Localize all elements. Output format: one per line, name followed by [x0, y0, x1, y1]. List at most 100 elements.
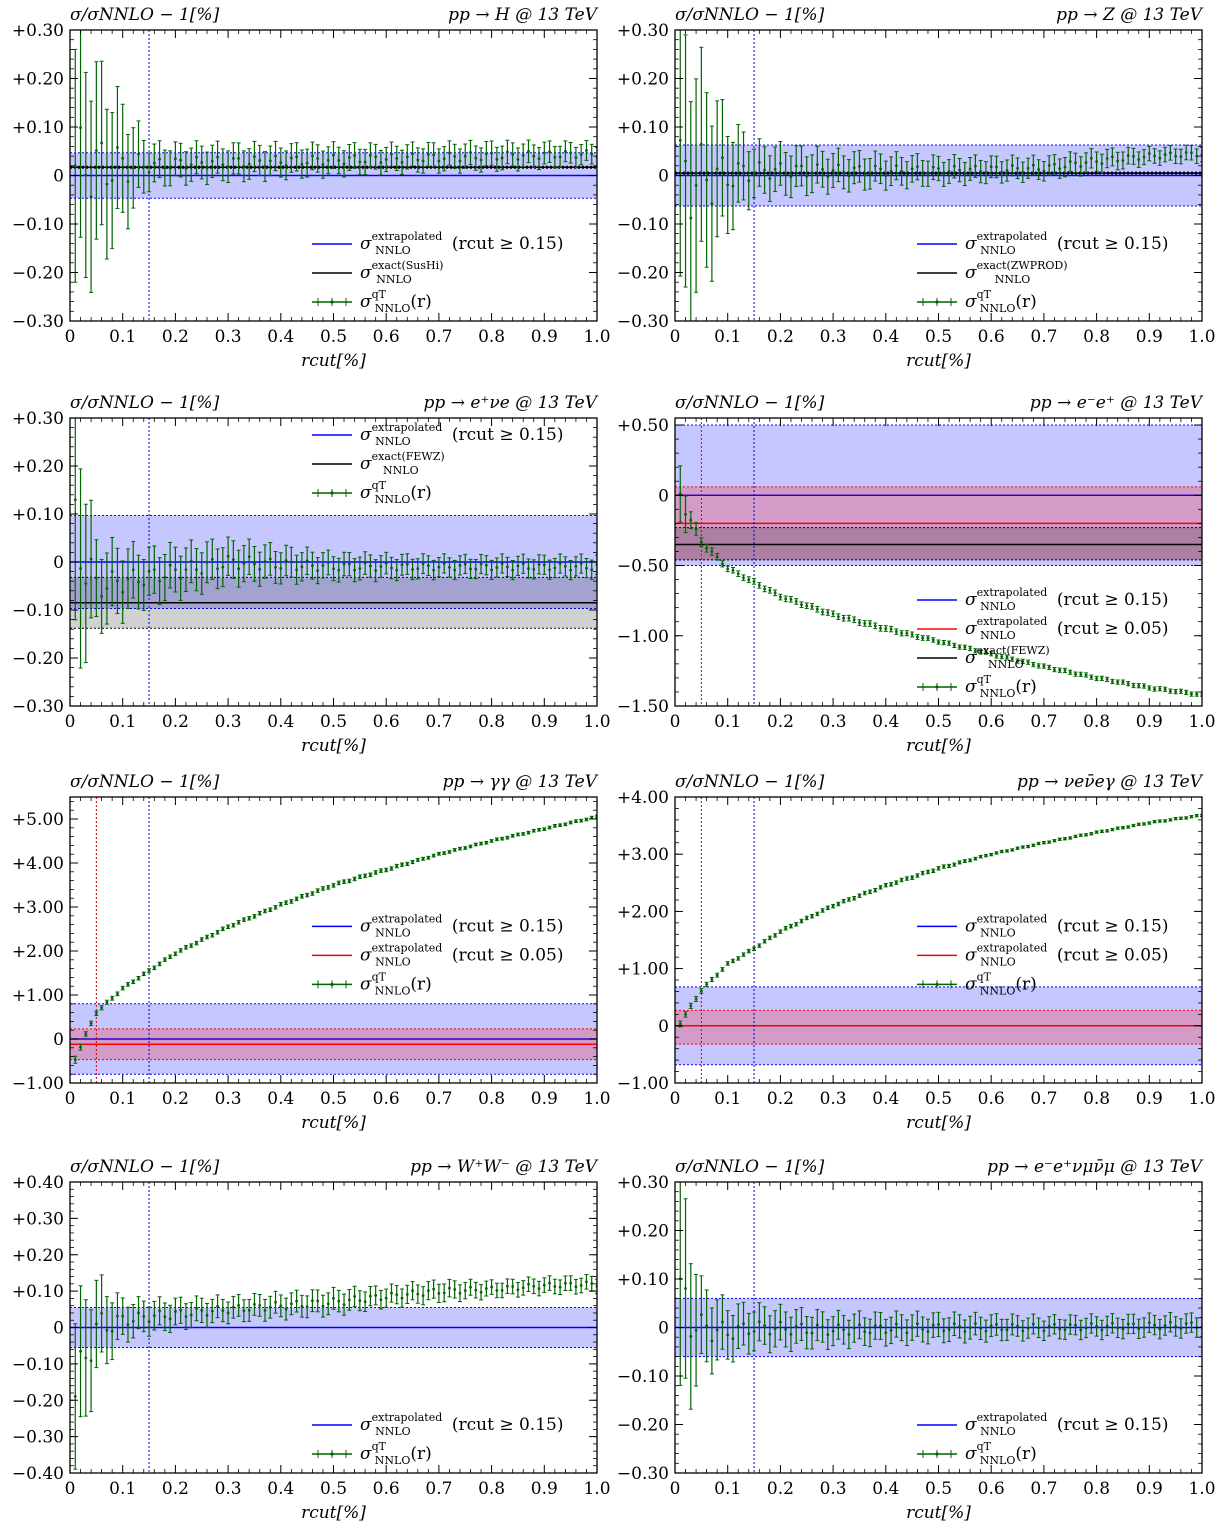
qt-point — [1137, 684, 1141, 688]
qt-point — [889, 882, 893, 886]
qt-point — [379, 1298, 383, 1302]
qt-point — [585, 149, 588, 152]
qt-point — [426, 856, 430, 860]
qt-point — [1016, 166, 1019, 170]
legend-label: σextrapolated NNLO (rcut ≥ 0.05) — [360, 941, 563, 968]
qt-point — [326, 1302, 330, 1306]
qt-point — [815, 912, 819, 916]
y-tick-label: 0 — [53, 1030, 64, 1050]
x-tick-label: 0.9 — [531, 712, 558, 732]
x-tick-label: 0.4 — [872, 1089, 899, 1109]
legend-sup: exact(SusHi) — [372, 259, 444, 272]
qt-point — [421, 1294, 425, 1298]
qt-point — [847, 898, 851, 901]
plot-area — [70, 1182, 597, 1473]
x-tick-label: 0.2 — [162, 1089, 189, 1109]
qt-point — [152, 1314, 156, 1318]
qt-point — [1053, 1322, 1056, 1326]
legend-sigma: σ — [360, 263, 372, 283]
qt-point — [184, 568, 188, 572]
qt-point — [958, 168, 961, 172]
qt-point — [1053, 162, 1056, 166]
y-tick-label: −0.30 — [12, 1428, 64, 1448]
qt-point — [268, 159, 272, 163]
qt-point — [184, 167, 188, 170]
qt-point — [521, 1286, 525, 1290]
legend-sup: qT — [977, 288, 992, 301]
legend-sigma: σ — [965, 945, 977, 965]
qt-point — [694, 1328, 698, 1332]
qt-point — [1026, 1326, 1030, 1330]
y-tick-label: −1.50 — [617, 697, 669, 717]
qt-point — [189, 1313, 193, 1317]
qt-point — [426, 1289, 430, 1293]
x-tick-label: 0.7 — [1030, 327, 1057, 347]
chart-panel-2: 0 0.1 0.2 0.3 0.4 0.5 0.6 0.7 0.8 0.9 1.0 rcut[%] +0… — [617, 5, 1216, 371]
y-tick-label: +1.00 — [617, 960, 669, 980]
plot-area — [675, 418, 1202, 706]
legend-label: σexact(ZWPROD) NNLO — [965, 259, 1068, 286]
qt-point — [500, 156, 504, 160]
qt-point — [752, 947, 756, 951]
qt-point — [89, 1021, 93, 1025]
qt-point — [484, 563, 488, 567]
qt-point — [963, 172, 967, 176]
legend-sigma: σ — [965, 263, 977, 283]
qt-point — [548, 568, 551, 572]
qt-point — [516, 833, 520, 836]
qt-point — [216, 1304, 219, 1308]
qt-point — [542, 563, 546, 567]
legend-suffix: (rcut ≥ 0.05) — [1057, 619, 1169, 639]
qt-point — [548, 150, 551, 154]
y-tick-label: +0.20 — [12, 1246, 64, 1266]
qt-point — [474, 156, 478, 160]
qt-point — [1037, 842, 1041, 845]
legend-suffix: (r) — [410, 483, 431, 503]
qt-point — [768, 936, 772, 940]
x-tick-label: 0 — [65, 712, 76, 732]
qt-point — [1163, 819, 1167, 823]
qt-point — [715, 1328, 719, 1332]
x-tick-label: 0.8 — [478, 1089, 505, 1109]
qt-point — [889, 1328, 893, 1332]
qt-point — [416, 158, 420, 162]
qt-point — [121, 986, 125, 990]
qt-point — [1195, 692, 1199, 696]
legend-label: σqT NNLO(r) — [360, 1440, 432, 1467]
y-tick-label: +3.00 — [617, 845, 669, 865]
qt-point — [947, 1328, 951, 1332]
qt-point — [390, 152, 393, 156]
qt-point — [747, 949, 751, 953]
legend-item: σextrapolated NNLO (rcut ≥ 0.05) — [917, 941, 1168, 968]
qt-point — [1016, 1324, 1019, 1328]
qt-point — [889, 169, 893, 173]
qt-point — [579, 153, 583, 157]
qt-point — [947, 170, 951, 173]
x-tick-label: 0.8 — [1083, 327, 1110, 347]
qt-point — [237, 1303, 241, 1307]
qt-point — [800, 164, 803, 168]
legend-sub: NNLO — [375, 435, 411, 448]
qt-point — [831, 1329, 835, 1333]
qt-point — [736, 957, 740, 960]
qt-point — [411, 1289, 414, 1293]
x-tick-label: 0.4 — [872, 712, 899, 732]
qt-point — [1184, 1322, 1188, 1325]
qt-point — [358, 875, 362, 879]
qt-point — [942, 173, 946, 176]
qt-point — [337, 881, 341, 885]
legend-item: σexact(SusHi) NNLO — [312, 259, 443, 286]
qt-point — [210, 1309, 214, 1313]
qt-point — [1163, 1324, 1167, 1327]
x-tick-label: 0.1 — [714, 1089, 741, 1109]
legend-label: σexact(SusHi) NNLO — [360, 259, 443, 286]
qt-point — [773, 1327, 777, 1331]
legend-item: σqT NNLO(r) — [312, 970, 432, 997]
qt-point — [395, 864, 399, 868]
qt-point — [263, 165, 267, 168]
qt-point — [1058, 668, 1062, 672]
qt-point — [289, 900, 293, 903]
legend: σextrapolated NNLO (rcut ≥ 0.15)σqT NNLO(r) — [312, 1411, 563, 1467]
qt-point — [847, 174, 851, 178]
qt-point — [542, 151, 546, 155]
